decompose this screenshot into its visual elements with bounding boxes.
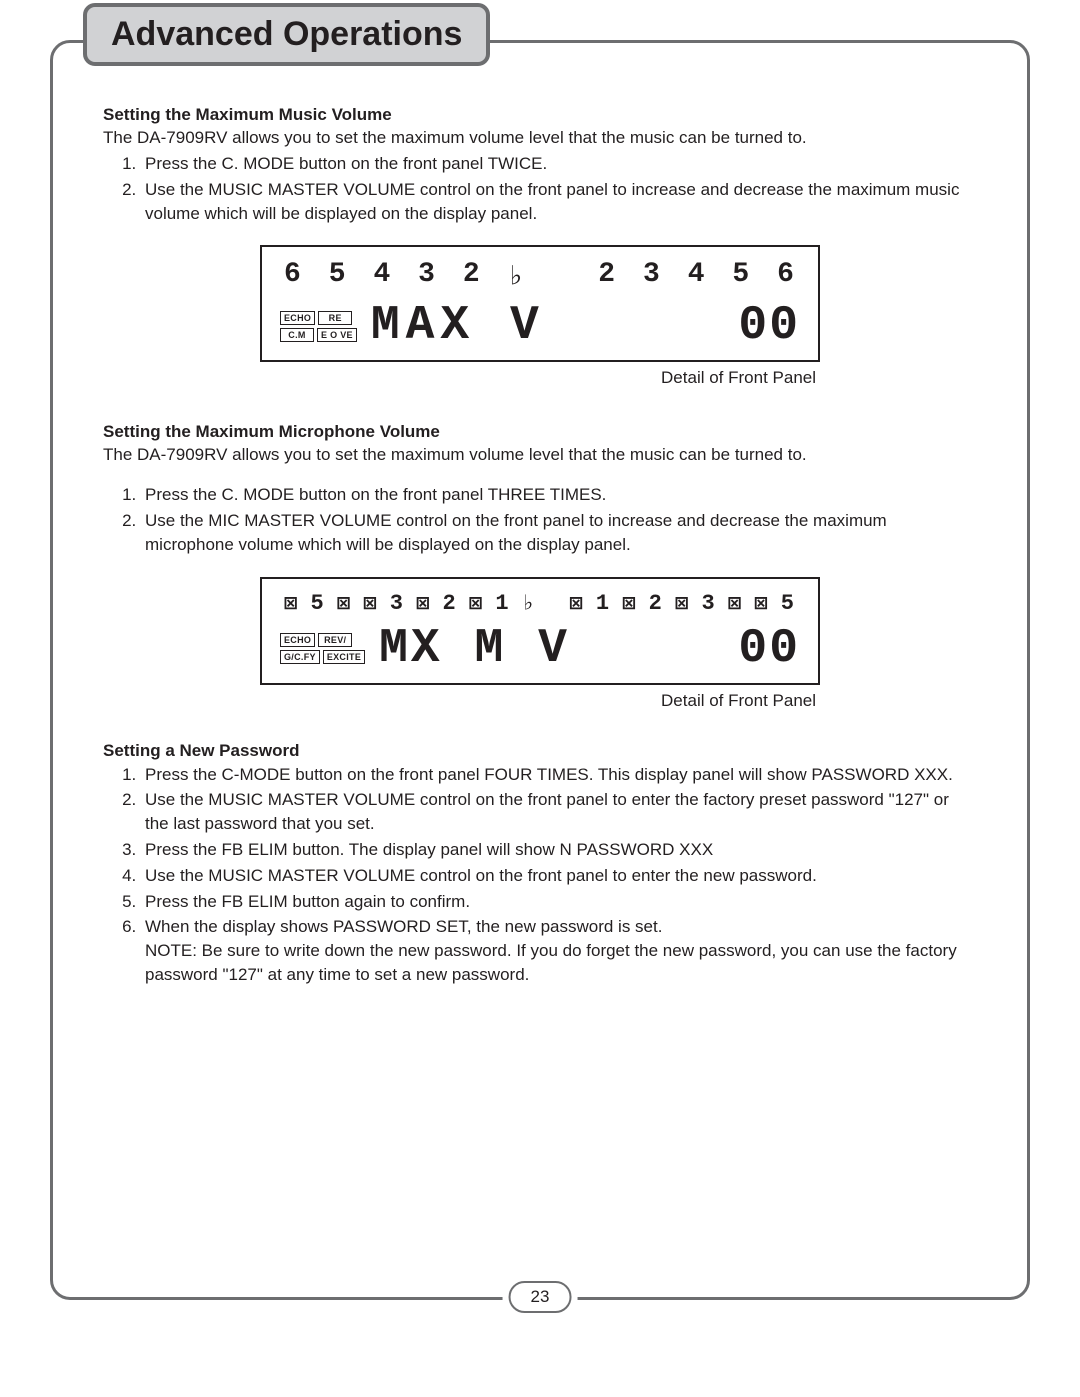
tag: REV/: [318, 633, 352, 647]
page-title: Advanced Operations: [111, 15, 462, 54]
panel-caption: Detail of Front Panel: [260, 368, 820, 388]
key-val: ⊠: [337, 591, 352, 617]
list-item: Press the C. MODE button on the front pa…: [141, 483, 977, 507]
tag: ECHO: [280, 311, 315, 325]
key-val: 3: [643, 259, 662, 294]
list-item: Use the MUSIC MASTER VOLUME control on t…: [141, 864, 977, 888]
lcd-value: 00: [738, 302, 800, 350]
key-val: 4: [373, 259, 392, 294]
key-val: ⊠: [469, 591, 484, 617]
section1-steps: Press the C. MODE button on the front pa…: [103, 152, 977, 225]
key-val: ⊠: [363, 591, 378, 617]
key-val: 5: [310, 591, 325, 617]
tag: E O VE: [317, 328, 357, 342]
key-val: 4: [688, 259, 707, 294]
display-panel-1: 6 5 4 3 2 ♭ 2 3 4 5 6 ECHO RE: [260, 245, 820, 388]
section1-intro: The DA-7909RV allows you to set the maxi…: [103, 127, 977, 150]
key-val: 2: [443, 591, 458, 617]
key-val: 2: [649, 591, 664, 617]
key-val: ⊠: [754, 591, 769, 617]
key-val: 3: [418, 259, 437, 294]
list-item: Press the C-MODE button on the front pan…: [141, 763, 977, 787]
page-number: 23: [509, 1281, 572, 1313]
keyshift-row: 6 5 4 3 2 ♭ 2 3 4 5 6: [280, 259, 800, 302]
lcd-value: 00: [738, 625, 800, 673]
key-val: ⊠: [675, 591, 690, 617]
tag: G/C.FY: [280, 650, 320, 664]
key-val: ⊠: [416, 591, 431, 617]
section1-heading: Setting the Maximum Music Volume: [103, 105, 977, 125]
key-val: 3: [701, 591, 716, 617]
list-item: When the display shows PASSWORD SET, the…: [141, 915, 977, 986]
page-title-tab: Advanced Operations: [83, 3, 490, 66]
list-item: Press the FB ELIM button. The display pa…: [141, 838, 977, 862]
lcd-main-text: MX M V: [379, 625, 570, 673]
tag: EXCITE: [323, 650, 365, 664]
key-val: 2: [463, 259, 482, 294]
lcd-main-text: MAX V: [371, 302, 545, 350]
key-val: 6: [284, 259, 303, 294]
section3-steps: Press the C-MODE button on the front pan…: [103, 763, 977, 987]
key-val: 1: [495, 591, 510, 617]
tag: RE: [318, 311, 352, 325]
list-item: Press the C. MODE button on the front pa…: [141, 152, 977, 176]
section2-heading: Setting the Maximum Microphone Volume: [103, 422, 977, 442]
key-val: ⊠: [284, 591, 299, 617]
tag: C.M: [280, 328, 314, 342]
key-val: ⊠: [622, 591, 637, 617]
key-val: ⊠: [569, 591, 584, 617]
page-number-wrap: 23: [503, 1281, 578, 1313]
list-item: Use the MIC MASTER VOLUME control on the…: [141, 509, 977, 557]
key-val: 5: [781, 591, 796, 617]
section3-heading: Setting a New Password: [103, 741, 977, 761]
panel-caption: Detail of Front Panel: [260, 691, 820, 711]
key-val: 1: [596, 591, 611, 617]
section2-steps: Press the C. MODE button on the front pa…: [103, 483, 977, 556]
key-val: 3: [390, 591, 405, 617]
key-val: 5: [329, 259, 348, 294]
section2-intro: The DA-7909RV allows you to set the maxi…: [103, 444, 977, 467]
list-item: Use the MUSIC MASTER VOLUME control on t…: [141, 178, 977, 226]
display-panel-2: ⊠ 5 ⊠ ⊠ 3 ⊠ 2 ⊠ 1 ♭ ⊠ 1 ⊠ 2 ⊠ 3 ⊠ ⊠ 5: [260, 577, 820, 711]
key-val: 2: [598, 259, 617, 294]
key-val: ♭: [522, 591, 537, 617]
indicator-tags: ECHO REV/ G/C.FY EXCITE: [280, 633, 365, 664]
indicator-tags: ECHO RE C.M E O VE: [280, 311, 357, 342]
tag: ECHO: [280, 633, 315, 647]
keyshift-row: ⊠ 5 ⊠ ⊠ 3 ⊠ 2 ⊠ 1 ♭ ⊠ 1 ⊠ 2 ⊠ 3 ⊠ ⊠ 5: [280, 591, 800, 625]
key-val: 6: [777, 259, 796, 294]
key-val: ⊠: [728, 591, 743, 617]
list-item: Use the MUSIC MASTER VOLUME control on t…: [141, 788, 977, 836]
key-val: 5: [732, 259, 751, 294]
key-val: ♭: [508, 259, 527, 294]
list-item: Press the FB ELIM button again to confir…: [141, 890, 977, 914]
